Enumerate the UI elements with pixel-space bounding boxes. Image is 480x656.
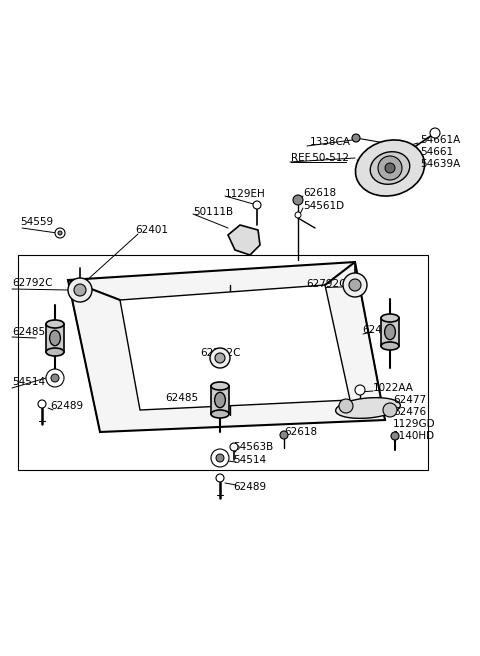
Text: 62477: 62477 bbox=[393, 395, 426, 405]
Ellipse shape bbox=[215, 392, 226, 407]
Circle shape bbox=[355, 385, 365, 395]
Text: 1338CA: 1338CA bbox=[310, 137, 351, 147]
Text: 54563B: 54563B bbox=[233, 442, 273, 452]
Ellipse shape bbox=[46, 348, 64, 356]
Text: 54639A: 54639A bbox=[420, 159, 460, 169]
Ellipse shape bbox=[211, 382, 229, 390]
Text: 62485: 62485 bbox=[362, 325, 395, 335]
Text: 54661A: 54661A bbox=[420, 135, 460, 145]
Text: 62485: 62485 bbox=[165, 393, 198, 403]
Ellipse shape bbox=[211, 410, 229, 418]
Circle shape bbox=[216, 454, 224, 462]
Text: 62792C: 62792C bbox=[12, 278, 52, 288]
Circle shape bbox=[215, 353, 225, 363]
Circle shape bbox=[58, 231, 62, 235]
Circle shape bbox=[378, 156, 402, 180]
Text: 62618: 62618 bbox=[303, 188, 336, 198]
Circle shape bbox=[295, 212, 301, 218]
Text: 1140HD: 1140HD bbox=[393, 431, 435, 441]
Circle shape bbox=[216, 474, 224, 482]
Polygon shape bbox=[68, 262, 385, 432]
Text: 1129EH: 1129EH bbox=[225, 189, 266, 199]
Circle shape bbox=[293, 195, 303, 205]
Text: 54514: 54514 bbox=[12, 377, 45, 387]
Circle shape bbox=[383, 403, 397, 417]
Circle shape bbox=[230, 443, 238, 451]
Text: 54559: 54559 bbox=[20, 217, 53, 227]
Bar bbox=[18, 255, 428, 470]
Text: 1022AA: 1022AA bbox=[373, 383, 414, 393]
Ellipse shape bbox=[381, 342, 399, 350]
Circle shape bbox=[280, 431, 288, 439]
Circle shape bbox=[253, 201, 261, 209]
Text: 62792C: 62792C bbox=[200, 348, 240, 358]
Circle shape bbox=[55, 228, 65, 238]
Ellipse shape bbox=[49, 331, 60, 346]
Circle shape bbox=[74, 284, 86, 296]
Circle shape bbox=[343, 273, 367, 297]
Circle shape bbox=[349, 279, 361, 291]
Circle shape bbox=[391, 432, 399, 440]
Circle shape bbox=[210, 348, 230, 368]
Bar bbox=[211, 386, 229, 414]
Text: 62485: 62485 bbox=[12, 327, 45, 337]
Ellipse shape bbox=[46, 320, 64, 328]
Circle shape bbox=[68, 278, 92, 302]
Text: 62618: 62618 bbox=[284, 427, 317, 437]
Text: 54514: 54514 bbox=[233, 455, 266, 465]
Text: 54561D: 54561D bbox=[303, 201, 344, 211]
Circle shape bbox=[430, 128, 440, 138]
Ellipse shape bbox=[381, 314, 399, 322]
Polygon shape bbox=[228, 225, 260, 255]
Circle shape bbox=[46, 369, 64, 387]
Bar bbox=[46, 324, 64, 352]
Text: 62401: 62401 bbox=[135, 225, 168, 235]
Text: 1129GD: 1129GD bbox=[393, 419, 436, 429]
Text: 62476: 62476 bbox=[393, 407, 426, 417]
Ellipse shape bbox=[370, 152, 410, 184]
Circle shape bbox=[38, 400, 46, 408]
Ellipse shape bbox=[356, 140, 424, 196]
Text: 62489: 62489 bbox=[233, 482, 266, 492]
Circle shape bbox=[352, 134, 360, 142]
Polygon shape bbox=[120, 285, 350, 410]
Circle shape bbox=[51, 374, 59, 382]
Text: 54661: 54661 bbox=[420, 147, 453, 157]
Bar bbox=[381, 318, 399, 346]
Text: REF.50-512: REF.50-512 bbox=[291, 153, 349, 163]
Text: 50111B: 50111B bbox=[193, 207, 233, 217]
Circle shape bbox=[211, 449, 229, 467]
Ellipse shape bbox=[384, 324, 396, 340]
Circle shape bbox=[385, 163, 395, 173]
Circle shape bbox=[339, 399, 353, 413]
Text: 62792C: 62792C bbox=[306, 279, 347, 289]
Ellipse shape bbox=[336, 398, 400, 419]
Text: 62489: 62489 bbox=[50, 401, 83, 411]
